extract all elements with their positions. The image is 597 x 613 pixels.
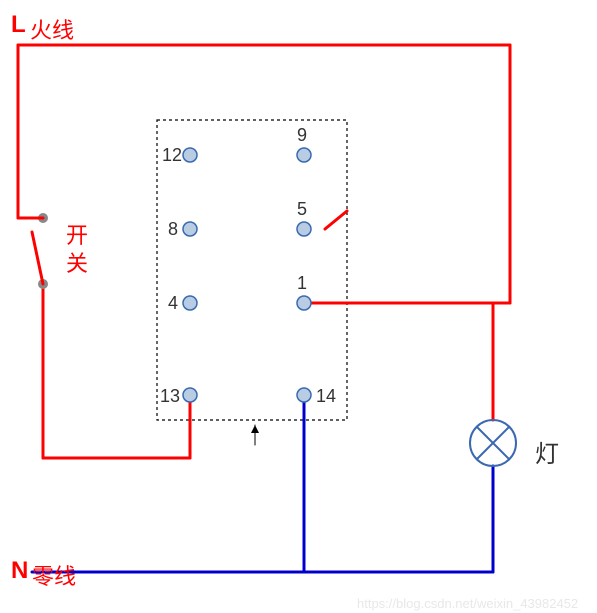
lamp-label: 灯 — [535, 434, 559, 469]
label-N: N — [11, 557, 28, 585]
terminal-12 — [183, 148, 197, 162]
terminal-8 — [183, 222, 197, 236]
terminal-label-12: 12 — [162, 145, 182, 165]
label-L-zh: 火线 — [30, 13, 74, 45]
switch-label: 开关 — [66, 222, 88, 278]
terminal-label-14: 14 — [316, 386, 336, 406]
terminal-5 — [297, 222, 311, 236]
terminal-14 — [297, 388, 311, 402]
relay-arrow-icon — [251, 425, 259, 433]
terminal-4 — [183, 296, 197, 310]
label-N-zh: 零线 — [32, 559, 76, 591]
terminal-1 — [297, 296, 311, 310]
terminal-13 — [183, 388, 197, 402]
terminal-label-9: 9 — [297, 125, 307, 145]
terminal-9 — [297, 148, 311, 162]
terminal-label-1: 1 — [297, 273, 307, 293]
terminal-label-5: 5 — [297, 199, 307, 219]
terminal-label-13: 13 — [160, 386, 180, 406]
relay-outline — [157, 120, 347, 420]
watermark: https://blog.csdn.net/weixin_43982452 — [357, 596, 578, 611]
switch-label-line2: 关 — [66, 251, 88, 276]
label-L: L — [11, 11, 26, 39]
terminal-label-4: 4 — [168, 293, 178, 313]
switch-label-line1: 开 — [66, 223, 88, 248]
terminal-label-8: 8 — [168, 219, 178, 239]
